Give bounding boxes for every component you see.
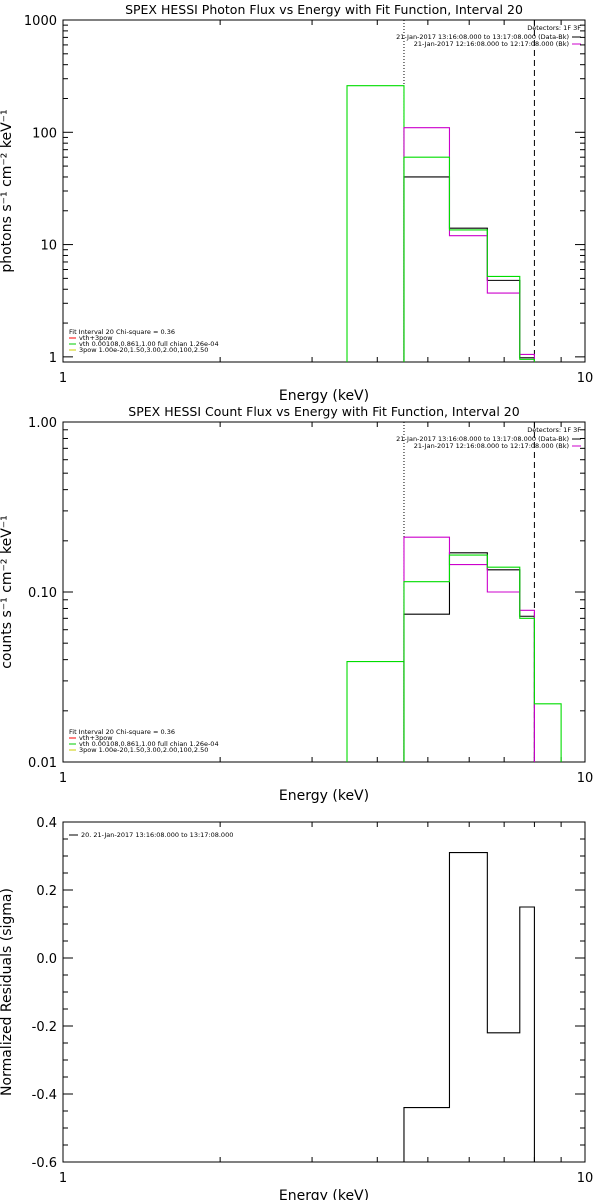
y-axis-title: photons s⁻¹ cm⁻² keV⁻¹ <box>0 109 15 272</box>
x-tick-label: 10 <box>577 1171 594 1186</box>
y-axis-title: counts s⁻¹ cm⁻² keV⁻¹ <box>0 515 15 669</box>
y-tick-label: -0.4 <box>32 1088 57 1103</box>
x-axis-title: Energy (keV) <box>279 1188 369 1200</box>
y-tick-label: 10 <box>40 239 57 254</box>
fit-legend-entry: 3pow 1.00e-20,1.50,3.00,2.00,100,2.50 <box>79 746 208 754</box>
histogram-series-1 <box>403 852 535 1162</box>
fit-legend-entry: vth 0.00108,0.861,1.00 full chian 1.26e-… <box>79 340 219 348</box>
histogram-series-1 <box>346 85 405 362</box>
y-axis-title: Normalized Residuals (sigma) <box>0 888 15 1096</box>
x-axis-title: Energy (keV) <box>279 388 369 404</box>
legend-entry: 21-Jan-2017 13:16:08.000 to 13:17:08.000… <box>396 33 569 41</box>
y-tick-label: 0.2 <box>36 884 57 899</box>
legend-entry: 21-Jan-2017 13:16:08.000 to 13:17:08.000… <box>396 435 569 443</box>
x-tick-label: 10 <box>577 371 594 386</box>
histogram-series-3 <box>403 127 535 362</box>
y-tick-label: 0.10 <box>28 586 57 601</box>
x-tick-label: 1 <box>59 371 67 386</box>
chart-panel-2: SPEX HESSI Count Flux vs Energy with Fit… <box>0 404 593 804</box>
plot-frame <box>62 19 586 363</box>
plot-frame <box>62 821 586 1163</box>
fit-legend-entry: vth+3pow <box>79 334 113 342</box>
y-tick-label: 1000 <box>24 14 57 29</box>
chart-panel-3: 1 10 -0.6 -0.4 -0.2 0.0 0.2 0.4 Energy (keV) Norm… <box>0 816 593 1200</box>
detectors-label: Detectors: 1F 3F <box>527 426 581 434</box>
y-tick-label: -0.2 <box>32 1020 57 1035</box>
chart-panel-1: SPEX HESSI Photon Flux vs Energy with Fi… <box>0 2 593 404</box>
y-tick-label: 1 <box>49 351 57 366</box>
legend-entry: 21-Jan-2017 12:16:08.000 to 12:17:08.000… <box>414 40 569 48</box>
detectors-label: Detectors: 1F 3F <box>527 24 581 32</box>
histogram-series-1 <box>346 660 405 762</box>
y-tick-label: -0.6 <box>32 1156 57 1171</box>
histogram-series-2 <box>403 176 535 362</box>
histogram-series-4 <box>403 554 562 762</box>
fit-legend-entry: 3pow 1.00e-20,1.50,3.00,2.00,100,2.50 <box>79 346 208 354</box>
histogram-series-4 <box>403 156 535 362</box>
x-axis-title: Energy (keV) <box>279 788 369 804</box>
y-tick-label: 1.00 <box>28 416 57 431</box>
histogram-series-2 <box>403 552 535 762</box>
legend-entry: 20. 21-Jan-2017 13:16:08.000 to 13:17:08… <box>81 831 233 839</box>
y-tick-label: 0.0 <box>36 952 57 967</box>
y-tick-label: 100 <box>32 126 57 141</box>
fit-legend-entry: vth+3pow <box>79 734 113 742</box>
legend-entry: 21-Jan-2017 12:16:08.000 to 12:17:08.000… <box>414 442 569 450</box>
histogram-series-3 <box>403 536 535 762</box>
x-tick-label: 1 <box>59 1171 67 1186</box>
fit-legend-header: Fit Interval 20 Chi-square = 0.36 <box>69 328 175 336</box>
fit-legend-entry: vth 0.00108,0.861,1.00 full chian 1.26e-… <box>79 740 219 748</box>
y-tick-label: 0.01 <box>28 756 57 771</box>
fit-legend-header: Fit Interval 20 Chi-square = 0.36 <box>69 728 175 736</box>
chart-title: SPEX HESSI Count Flux vs Energy with Fit… <box>128 404 519 419</box>
chart-title: SPEX HESSI Photon Flux vs Energy with Fi… <box>125 2 523 17</box>
x-tick-label: 10 <box>577 771 594 786</box>
x-tick-label: 1 <box>59 771 67 786</box>
y-tick-label: 0.4 <box>36 816 57 831</box>
